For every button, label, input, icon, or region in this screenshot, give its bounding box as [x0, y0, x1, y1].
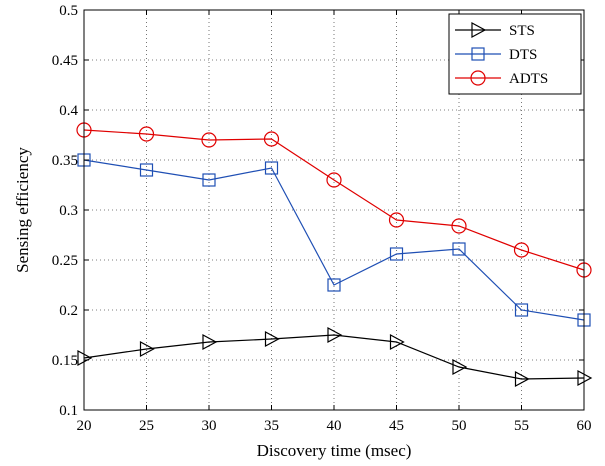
- x-tick-label: 55: [514, 418, 529, 434]
- legend-marker: [470, 70, 486, 86]
- data-point-dts: [327, 278, 341, 292]
- data-point-adts: [388, 212, 405, 228]
- series-line-dts: [83, 159, 585, 321]
- tick-labels: 20 25 30 35 40 45 50 55 60 0.1 0.15 0.2 0.25 0.3 0.35 0…: [52, 3, 592, 434]
- y-tick-label: 0.35: [52, 153, 78, 169]
- data-point-dts: [202, 173, 216, 187]
- x-tick-label: 60: [577, 418, 592, 434]
- legend: STS DTS ADTS: [448, 13, 582, 95]
- y-axis-label: Sensing efficiency: [13, 147, 32, 273]
- data-point-sts: [327, 326, 343, 344]
- data-point-adts: [138, 126, 155, 142]
- data-point-adts: [451, 218, 467, 234]
- data-point-dts: [264, 161, 279, 175]
- y-tick-label: 0.1: [59, 403, 78, 419]
- legend-item-dts: DTS: [455, 47, 537, 63]
- data-point-adts: [263, 131, 280, 147]
- y-tick-label: 0.3: [59, 203, 78, 219]
- x-tick-label: 35: [264, 418, 279, 434]
- x-tick-label: 30: [202, 418, 217, 434]
- data-point-sts: [514, 370, 530, 388]
- series-line-adts: [83, 129, 585, 271]
- x-tick-label: 50: [452, 418, 467, 434]
- series-dts: [77, 153, 591, 327]
- legend-label: ADTS: [509, 71, 548, 87]
- legend-marker: [471, 47, 485, 61]
- data-point-adts: [201, 132, 217, 148]
- data-point-dts: [389, 247, 404, 261]
- x-tick-label: 40: [327, 418, 342, 434]
- data-point-sts: [139, 340, 155, 358]
- legend-item-sts: STS: [455, 21, 535, 39]
- legend-marker: [471, 21, 487, 39]
- x-tick-label: 45: [389, 418, 404, 434]
- data-point-dts: [452, 242, 466, 256]
- y-tick-label: 0.5: [59, 3, 78, 19]
- data-point-dts: [514, 303, 529, 317]
- data-point-adts: [326, 172, 342, 188]
- data-point-sts: [264, 330, 280, 348]
- y-tick-label: 0.25: [52, 253, 78, 269]
- series-layer: [76, 122, 593, 388]
- series-line-sts: [83, 334, 585, 380]
- data-point-adts: [513, 242, 530, 258]
- y-tick-label: 0.45: [52, 53, 78, 69]
- y-tick-label: 0.4: [59, 103, 78, 119]
- x-tick-label: 20: [77, 418, 92, 434]
- data-point-sts: [202, 333, 218, 351]
- legend-label: STS: [509, 23, 535, 39]
- data-point-sts: [389, 333, 405, 351]
- x-tick-label: 25: [139, 418, 154, 434]
- legend-label: DTS: [509, 47, 537, 63]
- y-tick-label: 0.2: [59, 303, 78, 319]
- series-sts: [77, 326, 593, 388]
- data-point-dts: [139, 163, 154, 177]
- x-axis-label: Discovery time (msec): [257, 441, 412, 460]
- legend-item-adts: ADTS: [455, 70, 548, 87]
- data-point-sts: [452, 358, 468, 376]
- y-tick-label: 0.15: [52, 353, 78, 369]
